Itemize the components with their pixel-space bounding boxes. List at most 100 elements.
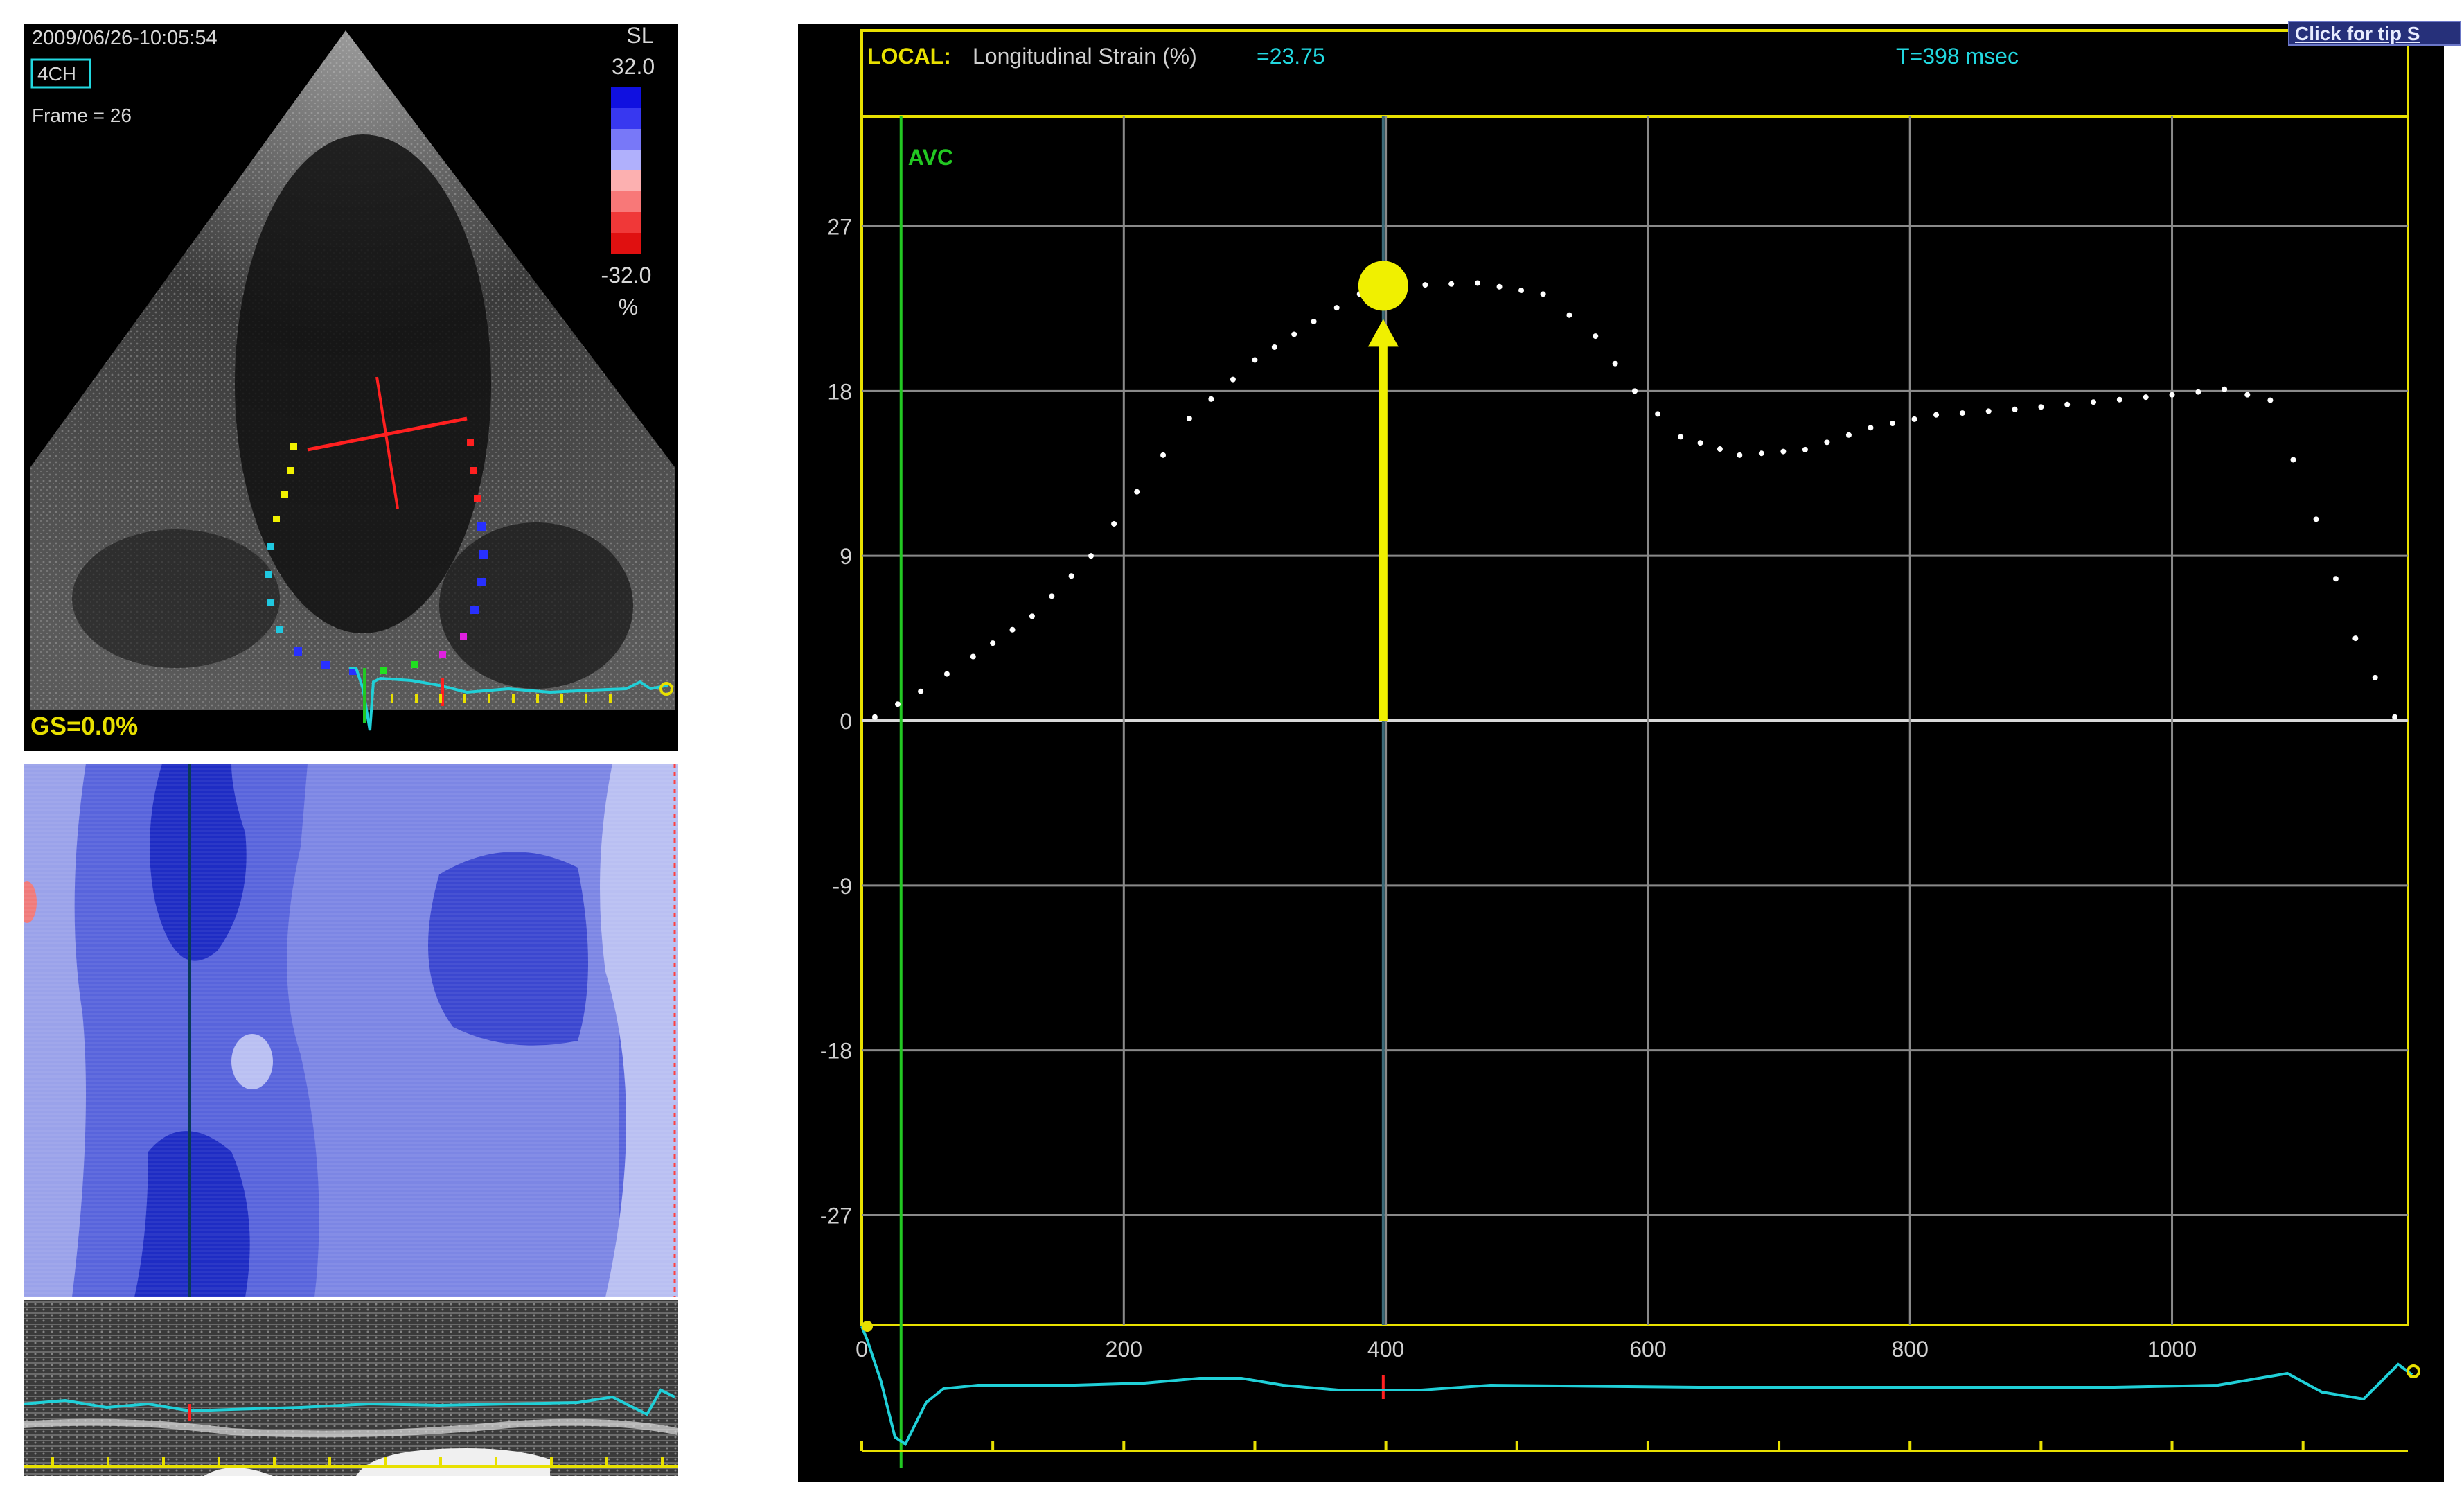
strain-data-point: [1612, 360, 1618, 367]
header-strain-value: =23.75: [1257, 44, 1325, 69]
strain-curve-chart: LOCAL: Longitudinal Strain (%) =23.75 T=…: [820, 29, 2420, 1468]
header-measure-label: Longitudinal Strain (%): [973, 44, 1197, 69]
strain-data-point: [1697, 440, 1703, 446]
strain-data-point: [2313, 516, 2319, 522]
strain-data-point: [1780, 448, 1787, 455]
echo-4ch-view[interactable]: 2009/06/26-10:05:54 4CH Frame = 26 SL 32…: [24, 24, 678, 751]
colorbar-max: 32.0: [612, 54, 655, 79]
y-axis-tick-labels: 27 18 9 0 -9 -18 -27: [820, 215, 852, 1229]
mini-ecg-trace: [349, 667, 668, 731]
strain-series: [871, 280, 2398, 720]
strain-data-point: [918, 688, 924, 694]
strain-data-point: [2116, 396, 2122, 403]
strain-data-point: [2064, 401, 2071, 407]
strain-data-point: [2012, 406, 2018, 412]
x-tick-label: 1000: [2147, 1337, 2197, 1362]
y-tick-label: -27: [820, 1203, 852, 1228]
acquisition-datetime: 2009/06/26-10:05:54: [32, 27, 218, 49]
strain-data-point: [1230, 376, 1236, 383]
strain-data-point: [1566, 312, 1572, 318]
strain-data-point: [1737, 452, 1743, 458]
strain-data-point: [1029, 613, 1035, 619]
strain-data-point: [2038, 404, 2044, 410]
strain-data-point: [1868, 425, 1874, 431]
strain-data-point: [1655, 411, 1661, 417]
strain-data-point: [1758, 450, 1764, 457]
strain-data-point: [871, 714, 878, 720]
global-strain-value: GS=0.0%: [30, 712, 138, 740]
strain-data-point: [1959, 410, 1965, 416]
x-tick-label: 800: [1892, 1337, 1929, 1362]
strain-data-point: [1186, 416, 1192, 421]
x-tick-label: 200: [1106, 1337, 1142, 1362]
strain-data-point: [1540, 291, 1546, 297]
strain-data-point: [2091, 399, 2097, 405]
strain-data-point: [1068, 573, 1074, 579]
avc-marker: AVC: [899, 116, 953, 1468]
strain-data-point: [2267, 397, 2274, 403]
strain-data-point: [1422, 282, 1428, 288]
mmode-ecg-trace: [24, 1388, 675, 1416]
strain-data-point: [1717, 446, 1723, 452]
y-tick-label: 9: [840, 544, 852, 569]
ecg-trace: [860, 1326, 2413, 1446]
strain-data-point: [1911, 416, 1917, 422]
peak-arrow-head: [1367, 319, 1399, 347]
strain-data-point: [1333, 305, 1340, 311]
header-local-label: LOCAL:: [867, 44, 951, 69]
strain-data-point: [1208, 396, 1214, 402]
strain-data-point: [2169, 392, 2175, 398]
colorbar-unit: %: [619, 295, 638, 319]
x-axis-tick-labels: 200 400 600 800 1000 0: [856, 1337, 2197, 1362]
anatomical-mmode-image: [24, 1300, 678, 1476]
ecg-start-marker[interactable]: [862, 1321, 873, 1332]
plot-grid: [862, 116, 2408, 1325]
ecg-end-marker[interactable]: [2407, 1364, 2420, 1378]
strain-data-point: [1518, 288, 1525, 294]
left-ventricle-cavity: [235, 134, 491, 633]
click-for-tip-link[interactable]: Click for tip S: [2288, 21, 2461, 46]
echo-sector-image: 2009/06/26-10:05:54 4CH Frame = 26 SL 32…: [30, 24, 675, 740]
strain-data-point: [1678, 434, 1684, 440]
strain-data-point: [2290, 457, 2296, 463]
strain-data-point: [1475, 280, 1481, 286]
axis-line: [375, 376, 399, 509]
ecg-strip[interactable]: [860, 1321, 2420, 1452]
strain-data-point: [1632, 388, 1638, 394]
strain-data-point: [2244, 392, 2251, 398]
strain-graph-panel[interactable]: LOCAL: Longitudinal Strain (%) =23.75 T=…: [798, 24, 2444, 1482]
strain-data-point: [1009, 626, 1016, 633]
avc-label: AVC: [908, 145, 953, 170]
strain-data-point: [2195, 389, 2201, 395]
strain-data-point: [1824, 439, 1830, 446]
strain-data-point: [1845, 432, 1852, 438]
x-tick-label: 600: [1629, 1337, 1666, 1362]
y-tick-label: 27: [827, 215, 852, 240]
header-time-value: T=398 msec: [1896, 44, 2019, 69]
strain-data-point: [2372, 674, 2378, 680]
strain-data-point: [1291, 331, 1297, 337]
strain-data-point: [1160, 452, 1167, 458]
y-tick-label: 0: [840, 709, 852, 734]
strain-data-point: [943, 671, 950, 677]
peak-arrow-shaft: [1379, 341, 1388, 721]
strain-data-point: [1448, 281, 1455, 287]
strain-data-point: [1593, 333, 1599, 340]
y-tick-label: -18: [820, 1039, 852, 1064]
strain-data-point: [1933, 412, 1940, 418]
anatomical-mmode[interactable]: [24, 1300, 678, 1476]
tracking-points: [265, 439, 488, 675]
frame-number: Frame = 26: [32, 105, 132, 126]
colorbar-title: SL: [626, 24, 653, 48]
strain-data-point: [990, 640, 996, 647]
x-tick-label-zero: 0: [856, 1337, 868, 1362]
strain-color-map: [24, 764, 678, 1297]
strain-color-mmode[interactable]: [24, 764, 678, 1297]
strain-data-point: [1802, 446, 1808, 452]
strain-data-point: [1496, 283, 1503, 290]
x-tick-label: 400: [1367, 1337, 1404, 1362]
strain-data-point: [2392, 714, 2398, 720]
view-badge[interactable]: 4CH: [37, 63, 76, 85]
strain-colorbar: [611, 87, 641, 254]
strain-data-point: [1271, 344, 1277, 350]
